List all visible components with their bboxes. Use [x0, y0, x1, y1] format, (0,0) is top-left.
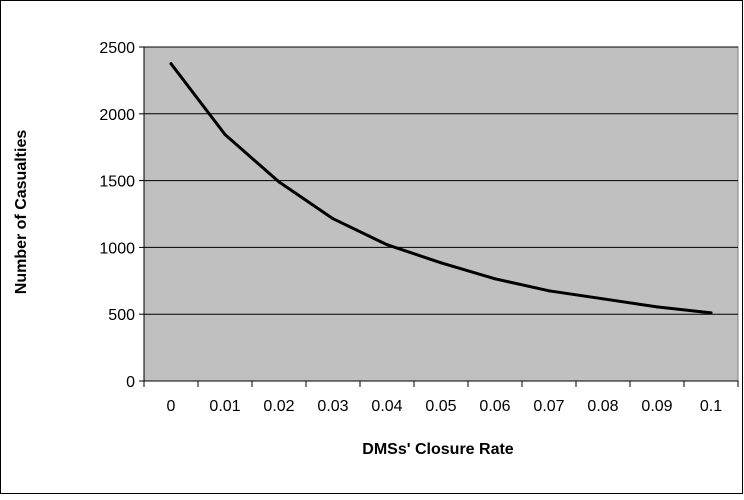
data-point — [547, 289, 551, 293]
plot-area — [143, 46, 739, 382]
x-tick-label: 0.1 — [700, 398, 722, 415]
data-point — [169, 62, 173, 66]
data-point — [223, 133, 227, 137]
x-axis-ticks: 0 0.01 0.02 0.03 0.04 0.05 0.06 0.07 0.08 0.09 0.1 — [143, 381, 739, 415]
x-tick-label: 0.04 — [371, 398, 402, 415]
y-tick-label: 2000 — [99, 107, 135, 124]
x-tick-label: 0.08 — [587, 398, 618, 415]
x-tick-label: 0.03 — [317, 398, 348, 415]
data-point — [439, 261, 443, 265]
x-tick-label: 0.09 — [641, 398, 672, 415]
y-tick-label: 2500 — [99, 40, 135, 57]
y-tick-label: 0 — [126, 374, 135, 391]
data-point — [493, 277, 497, 281]
y-tick-label: 500 — [108, 307, 135, 324]
x-tick-label: 0.01 — [209, 398, 240, 415]
x-tick-label: 0.07 — [533, 398, 564, 415]
data-point — [331, 217, 335, 221]
y-axis-title: Number of Casualties — [13, 130, 30, 295]
data-point — [709, 311, 713, 315]
data-point — [385, 243, 389, 247]
y-axis-ticks: 0 500 1000 1500 2000 2500 — [99, 40, 144, 391]
gridlines — [144, 46, 738, 315]
y-tick-label: 1000 — [99, 240, 135, 257]
x-tick-label: 0.06 — [479, 398, 510, 415]
data-point — [655, 305, 659, 309]
data-point — [277, 180, 281, 184]
y-tick-label: 1500 — [99, 174, 135, 191]
x-axis-title: DMSs' Closure Rate — [362, 441, 514, 458]
x-tick-label: 0 — [167, 398, 176, 415]
x-tick-label: 0.05 — [425, 398, 456, 415]
x-tick-label: 0.02 — [263, 398, 294, 415]
data-point — [601, 297, 605, 301]
series-group — [169, 62, 713, 315]
